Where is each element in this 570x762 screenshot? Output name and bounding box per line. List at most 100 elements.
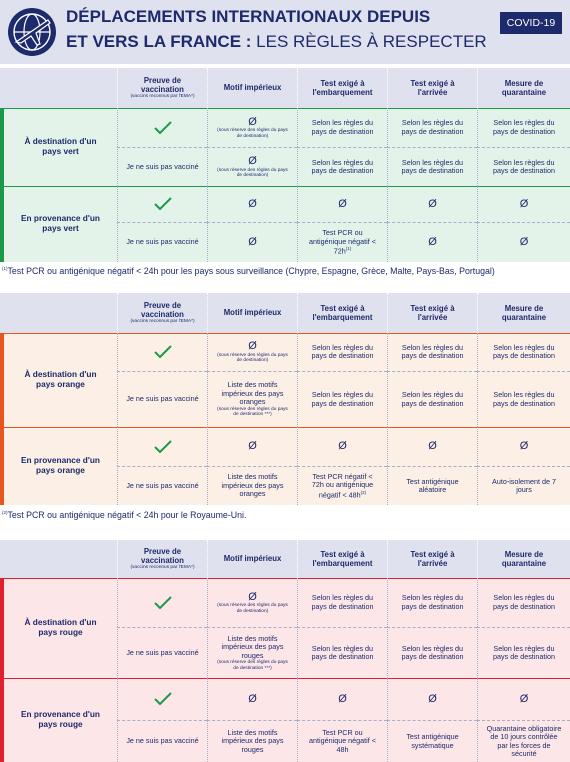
cell-main: Test PCR négatif < 72h ou antigénique né… — [306, 471, 379, 500]
cell-text: Selon les règles du pays de destination — [493, 118, 555, 136]
cell-text: Selon les règles du pays de destination — [311, 593, 374, 611]
cell-text: Ø — [428, 197, 437, 210]
table-cell: Je ne suis pas vacciné — [117, 466, 207, 505]
footnote-mark: (1) — [2, 266, 8, 272]
cell-main: Ø — [248, 591, 257, 604]
color-bar — [0, 427, 4, 505]
cell-text: Test PCR ou antigénique négatif < 72h — [309, 228, 376, 256]
cell-text: Ø — [248, 692, 257, 705]
column-note: (vaccins reconnus par l'EMA*) — [130, 319, 195, 325]
table-cell: Selon les règles du pays de destination — [387, 147, 477, 186]
group-body — [0, 186, 570, 262]
header-band — [0, 0, 570, 64]
column-header: Test exigé à l'arrivée — [387, 540, 477, 578]
table-cell — [117, 108, 207, 147]
color-bar — [0, 578, 4, 678]
table-cell: Selon les règles du pays de destination — [297, 108, 387, 147]
cell-text: Ø — [338, 692, 347, 705]
cell-text: Ø — [248, 155, 257, 167]
cell-text: Ø — [519, 440, 529, 453]
header-row — [0, 540, 570, 578]
table-cell: Auto-isolement de 7 jours — [477, 466, 570, 505]
cell-text: Selon les règles du pays de destination — [311, 157, 374, 175]
table-cell — [117, 578, 207, 627]
color-bar — [0, 186, 4, 262]
cell-note: (sous réserve des règles du pays de dest… — [217, 128, 288, 139]
table-cell: Ø (sous réserve des règles du pays de des… — [207, 147, 297, 186]
cell-note: (sous réserve des règles du pays de dest… — [217, 406, 288, 418]
column-header: Preuve de vaccination (vaccins reconnus p… — [117, 68, 207, 108]
table-cell — [117, 186, 207, 222]
group-label: À destination d'un pays orange — [24, 369, 97, 389]
cell-text: Selon les règles du pays de destination — [311, 643, 374, 661]
cell-text: Ø — [428, 236, 437, 249]
column-title: Test exigé à l'arrivée — [410, 78, 455, 97]
cell-text: Je ne suis pas vacciné — [126, 394, 199, 404]
column-header: Motif impérieux — [207, 540, 297, 578]
table-cell: Ø — [207, 186, 297, 222]
group-label: En provenance d'un pays rouge — [21, 709, 100, 729]
cell-note: (sous réserve des règles du pays de dest… — [217, 352, 288, 364]
table-cell: Je ne suis pas vacciné — [117, 627, 207, 678]
table-cell: Ø — [297, 186, 387, 222]
cell-main: Test PCR ou antigénique négatif < 72h(1) — [306, 228, 379, 256]
table-cell: Test PCR ou antigénique négatif < 48h — [297, 720, 387, 762]
cell-text: Test PCR négatif < 72h ou antigénique né… — [311, 471, 374, 499]
table-cell: Ø (sous réserve des règles du pays de des… — [207, 578, 297, 627]
column-header: Motif impérieux — [207, 293, 297, 333]
column-header: Preuve de vaccination (vaccins reconnus p… — [117, 540, 207, 578]
cell-text: Selon les règles du pays de destination — [311, 118, 374, 136]
cell-text: Ø — [248, 236, 257, 249]
footnote: (2)Test PCR ou antigénique négatif < 24h… — [2, 510, 246, 520]
table-cell: Selon les règles du pays de destination — [297, 627, 387, 678]
cell-note: (sous réserve des règles du pays de dest… — [217, 603, 288, 614]
table-cell — [117, 678, 207, 720]
table-cell: Selon les règles du pays de destination — [477, 627, 570, 678]
column-header: Mesure de quarantaine — [477, 68, 570, 108]
cell-text: Je ne suis pas vacciné — [126, 161, 199, 171]
table-cell: Selon les règles du pays de destination — [387, 578, 477, 627]
footnote-text: Test PCR ou antigénique négatif < 24h po… — [7, 266, 495, 276]
group-label: À destination d'un pays rouge — [24, 617, 97, 637]
table-cell: Test antigénique systématique — [387, 720, 477, 762]
table-cell: Ø — [477, 427, 570, 466]
column-title: Motif impérieux — [223, 83, 282, 93]
column-title: Mesure de quarantaine — [501, 78, 547, 97]
column-title: Test exigé à l'embarquement — [312, 549, 373, 568]
table-cell: Selon les règles du pays de destination — [297, 578, 387, 627]
cell-text: Ø — [519, 692, 529, 705]
cell-text: Selon les règles du pays de destination — [401, 342, 464, 360]
cell-text: Selon les règles du pays de destination — [493, 342, 555, 360]
column-title: Test exigé à l'embarquement — [312, 303, 373, 322]
table-cell: Selon les règles du pays de destination — [387, 371, 477, 427]
cell-note: (sous réserve des règles du pays de dest… — [217, 660, 288, 671]
cell-text: Ø — [248, 197, 257, 210]
table-cell: Ø (sous réserve des règles du pays de des… — [207, 108, 297, 147]
header-row — [0, 293, 570, 333]
column-title: Motif impérieux — [223, 308, 282, 318]
cell-text: Selon les règles du pays de destination — [493, 390, 555, 408]
color-bar — [0, 678, 4, 762]
cell-text: Liste des motifs impérieux des pays oran… — [221, 472, 284, 499]
column-header: Test exigé à l'arrivée — [387, 293, 477, 333]
superscript: (2) — [360, 489, 367, 495]
cell-note: (sous réserve des règles du pays de dest… — [217, 167, 288, 179]
column-header: Mesure de quarantaine — [477, 540, 570, 578]
column-header: Motif impérieux — [207, 68, 297, 108]
group-label: En provenance d'un pays orange — [21, 455, 100, 475]
table-cell — [117, 333, 207, 371]
table-cell: Ø — [387, 427, 477, 466]
check-icon — [153, 345, 172, 359]
group-body — [0, 578, 570, 678]
table-cell: Liste des motifs impérieux des pays oran… — [207, 466, 297, 505]
table-cell: Ø — [387, 222, 477, 262]
cell-main: Liste des motifs impérieux des pays roug… — [216, 634, 289, 660]
cell-text: Ø — [248, 115, 257, 128]
cell-text: Test antigénique systématique — [406, 732, 459, 750]
table-cell: Test PCR négatif < 72h ou antigénique né… — [297, 466, 387, 505]
column-note: (vaccins reconnus par l'EMA*) — [130, 94, 195, 100]
table-cell: Ø — [207, 427, 297, 466]
cell-text: Selon les règles du pays de destination — [311, 390, 374, 408]
cell-main: Ø — [248, 340, 257, 353]
cell-text: Je ne suis pas vacciné — [126, 736, 199, 746]
